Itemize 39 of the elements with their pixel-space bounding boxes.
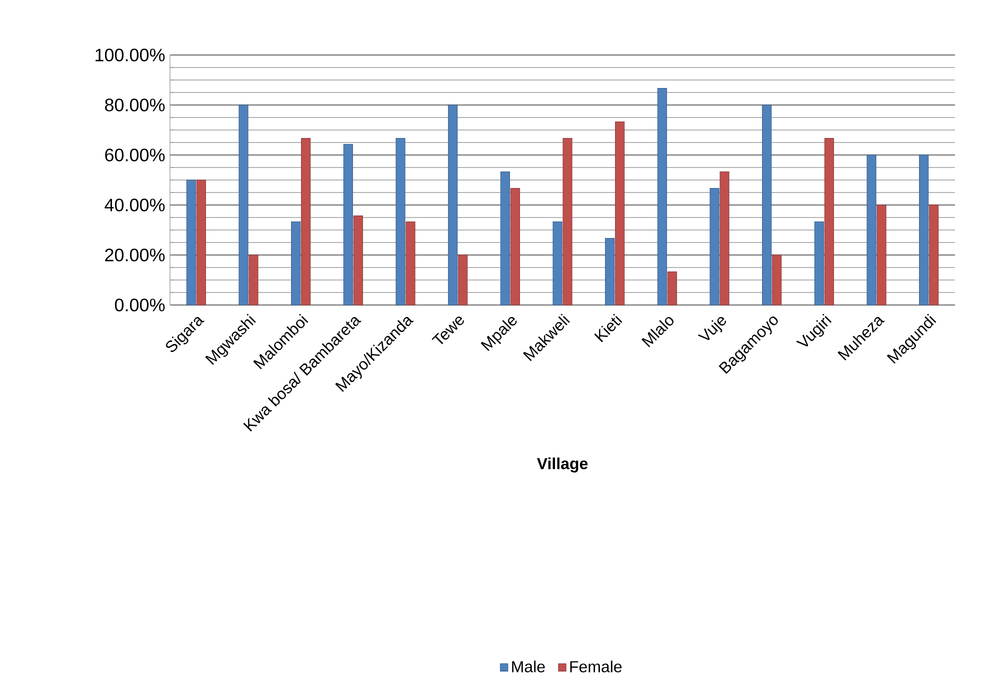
bar — [301, 138, 311, 306]
bar — [605, 238, 615, 306]
y-tick-label: 20.00% — [105, 248, 165, 262]
y-tick-label: 100.00% — [96, 48, 165, 62]
bar — [406, 221, 416, 306]
bar — [248, 254, 258, 306]
legend-label: Male — [512, 660, 545, 672]
bar — [667, 271, 677, 306]
bar — [186, 180, 196, 306]
bar — [552, 221, 562, 306]
bar — [866, 154, 876, 306]
y-tick-label: 40.00% — [104, 198, 165, 212]
bar — [824, 138, 834, 306]
y-tick-label: 80.00% — [105, 98, 165, 112]
bar — [720, 171, 730, 306]
bar — [510, 188, 520, 306]
bar — [343, 144, 353, 306]
y-tick-label: 60.00% — [105, 148, 165, 162]
bar — [196, 180, 206, 306]
bar — [657, 88, 667, 306]
bar — [762, 104, 772, 306]
bar — [710, 188, 720, 306]
bar — [353, 215, 363, 306]
bar — [238, 104, 248, 306]
bar — [929, 204, 939, 306]
bar — [396, 138, 406, 306]
bar — [562, 138, 572, 306]
y-tick-label: 0.00% — [114, 298, 165, 312]
bar — [876, 204, 886, 306]
bar — [448, 104, 458, 306]
bar — [919, 154, 929, 306]
bar — [500, 171, 510, 306]
x-axis-title: Village — [536, 458, 588, 472]
bar — [615, 121, 625, 306]
legend-label: Female — [570, 660, 622, 672]
bar — [458, 254, 468, 306]
bar — [814, 221, 824, 306]
bar — [772, 254, 782, 306]
bar — [291, 221, 301, 306]
